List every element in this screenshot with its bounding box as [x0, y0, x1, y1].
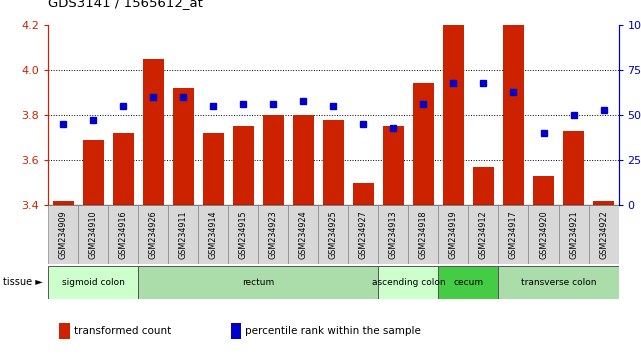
Bar — [438, 266, 499, 299]
Text: GSM234922: GSM234922 — [599, 210, 608, 259]
Bar — [233, 126, 254, 205]
Bar — [48, 266, 138, 299]
Bar — [113, 133, 133, 205]
Bar — [528, 205, 558, 264]
Text: transverse colon: transverse colon — [520, 278, 596, 287]
Text: GSM234919: GSM234919 — [449, 210, 458, 259]
Text: GSM234927: GSM234927 — [359, 210, 368, 259]
Text: GSM234923: GSM234923 — [269, 210, 278, 259]
Bar — [319, 205, 348, 264]
Bar — [473, 167, 494, 205]
Text: GSM234911: GSM234911 — [179, 210, 188, 259]
Bar — [48, 205, 78, 264]
Text: GSM234918: GSM234918 — [419, 210, 428, 259]
Bar — [258, 205, 288, 264]
Bar — [228, 205, 258, 264]
Bar — [593, 201, 614, 205]
Text: GSM234917: GSM234917 — [509, 210, 518, 259]
Text: GSM234912: GSM234912 — [479, 210, 488, 259]
Bar — [53, 201, 74, 205]
Bar — [168, 205, 198, 264]
Text: transformed count: transformed count — [74, 326, 171, 336]
Text: GSM234920: GSM234920 — [539, 210, 548, 259]
Bar — [198, 205, 228, 264]
Bar — [563, 131, 584, 205]
Bar — [138, 205, 168, 264]
Bar — [263, 115, 284, 205]
Bar — [60, 323, 70, 339]
Bar — [231, 323, 241, 339]
Bar — [138, 266, 378, 299]
Bar — [378, 266, 438, 299]
Bar — [293, 115, 314, 205]
Bar — [438, 205, 469, 264]
Text: GSM234921: GSM234921 — [569, 210, 578, 259]
Bar — [288, 205, 319, 264]
Text: sigmoid colon: sigmoid colon — [62, 278, 124, 287]
Bar — [503, 25, 524, 205]
Text: percentile rank within the sample: percentile rank within the sample — [245, 326, 420, 336]
Bar — [408, 205, 438, 264]
Bar — [383, 126, 404, 205]
Bar — [443, 25, 464, 205]
Text: GSM234914: GSM234914 — [209, 210, 218, 259]
Bar — [172, 88, 194, 205]
Bar — [143, 59, 163, 205]
Bar — [499, 266, 619, 299]
Text: rectum: rectum — [242, 278, 274, 287]
Bar — [558, 205, 588, 264]
Text: GSM234913: GSM234913 — [389, 210, 398, 259]
Text: GSM234909: GSM234909 — [58, 210, 67, 259]
Bar — [78, 205, 108, 264]
Bar — [533, 176, 554, 205]
Bar — [83, 140, 104, 205]
Text: GSM234926: GSM234926 — [149, 210, 158, 259]
Bar — [203, 133, 224, 205]
Bar — [499, 205, 528, 264]
Bar — [323, 120, 344, 205]
Bar — [108, 205, 138, 264]
Text: GSM234915: GSM234915 — [238, 210, 247, 259]
Bar — [588, 205, 619, 264]
Text: GSM234925: GSM234925 — [329, 210, 338, 259]
Bar — [413, 84, 434, 205]
Text: GSM234924: GSM234924 — [299, 210, 308, 259]
Bar — [469, 205, 499, 264]
Text: GSM234916: GSM234916 — [119, 210, 128, 259]
Bar — [378, 205, 408, 264]
Bar — [348, 205, 378, 264]
Text: tissue ►: tissue ► — [3, 277, 43, 287]
Text: cecum: cecum — [453, 278, 483, 287]
Text: ascending colon: ascending colon — [372, 278, 445, 287]
Text: GDS3141 / 1565612_at: GDS3141 / 1565612_at — [48, 0, 203, 9]
Text: GSM234910: GSM234910 — [88, 210, 97, 259]
Bar — [353, 183, 374, 205]
